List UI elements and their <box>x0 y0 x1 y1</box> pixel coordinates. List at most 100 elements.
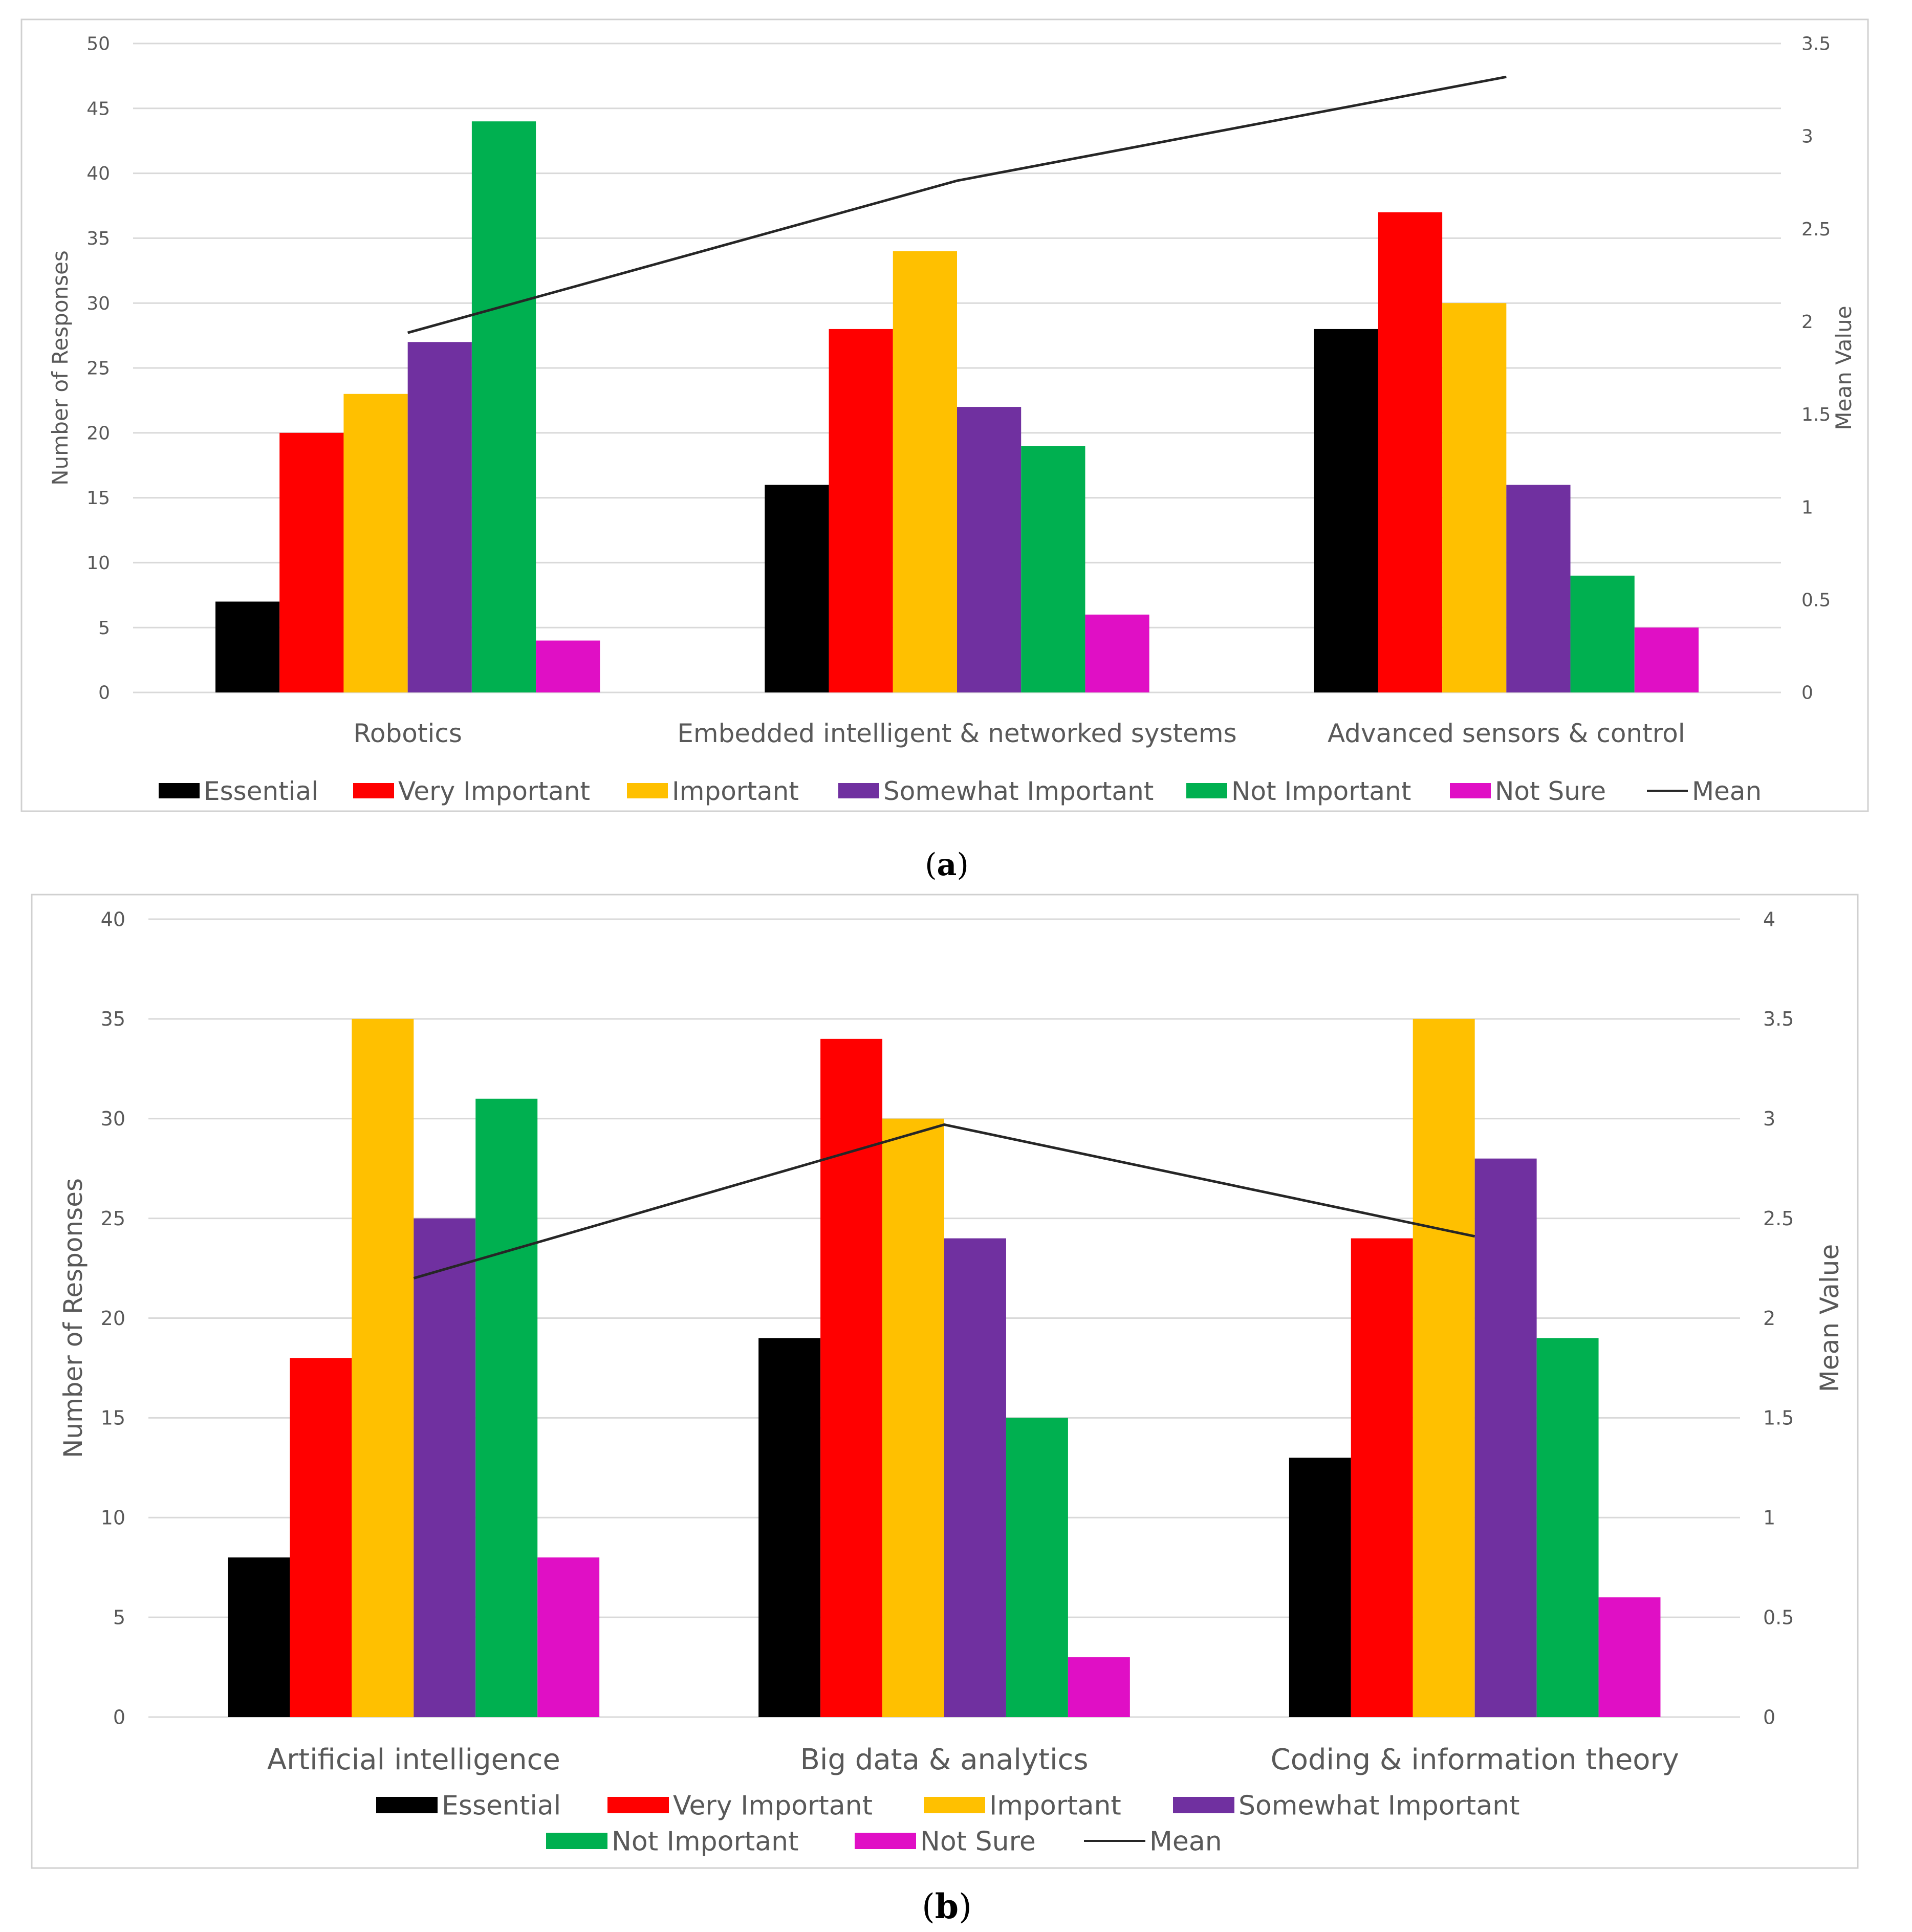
bar-important-artificial-intelligence <box>352 1018 414 1717</box>
y2-tick-label: 0 <box>1763 1706 1775 1728</box>
category-label: Robotics <box>353 719 462 748</box>
y2-tick-label: 0 <box>1801 683 1813 704</box>
y-tick-label: 30 <box>86 293 110 314</box>
y-tick-label: 10 <box>101 1507 125 1529</box>
y-tick-label: 35 <box>101 1008 125 1030</box>
bar-not-important-artificial-intelligence <box>475 1098 538 1717</box>
y2-tick-label: 1.5 <box>1763 1407 1794 1429</box>
legend-swatch-not-important <box>1186 783 1227 798</box>
panel-label-letter: b <box>935 1886 959 1926</box>
y-tick-label: 35 <box>86 228 110 249</box>
bar-very-important-coding-information-theory <box>1351 1238 1413 1717</box>
bar-somewhat-important-embedded-intelligent-networked-systems <box>957 407 1022 692</box>
y-axis-title: Number of Responses <box>48 250 73 486</box>
panel-label-open: ( <box>922 1887 935 1926</box>
chart-panel-a: 0 5 10 15 20 25 30 35 40 45 50 0 0.5 1 1.5 2 2.5 3 3.5 Numb… <box>20 18 1869 883</box>
y-tick-label: 25 <box>101 1207 125 1230</box>
y-tick-label: 50 <box>86 34 110 55</box>
legend-swatch-important <box>627 783 668 798</box>
bar-important-embedded-intelligent-networked-systems <box>893 251 957 692</box>
y-tick-label: 5 <box>98 618 110 639</box>
mean-line <box>413 1123 1475 1279</box>
bar-important-big-data-analytics <box>882 1118 944 1717</box>
bar-not-sure-coding-information-theory <box>1598 1597 1661 1717</box>
bar-not-sure-advanced-sensors-control <box>1634 627 1699 692</box>
y2-tick-label: 2.5 <box>1763 1207 1794 1230</box>
bar-not-important-embedded-intelligent-networked-systems <box>1021 446 1085 692</box>
legend-label-mean: Mean <box>1149 1827 1222 1857</box>
bar-important-advanced-sensors-control <box>1442 303 1507 692</box>
legend-label-very-important: Very Important <box>673 1791 873 1821</box>
bar-essential-robotics <box>215 601 280 692</box>
y-tick-label: 0 <box>98 683 110 704</box>
y2-tick-label: 1.5 <box>1801 404 1831 425</box>
y2-axis-title: Mean Value <box>1815 1244 1844 1392</box>
legend-label-very-important: Very Important <box>398 776 590 806</box>
category-label: Embedded intelligent & networked systems <box>677 719 1236 748</box>
bar-not-important-robotics <box>471 121 536 692</box>
y-tick-label: 10 <box>86 553 110 574</box>
bar-very-important-artificial-intelligence <box>290 1358 352 1717</box>
y-tick-label: 25 <box>86 358 110 379</box>
y2-tick-label: 2 <box>1801 312 1813 333</box>
y2-tick-label: 3 <box>1763 1108 1775 1130</box>
y2-tick-label: 4 <box>1763 908 1775 930</box>
panel-label-open: ( <box>925 847 937 883</box>
bar-very-important-robotics <box>279 432 344 692</box>
y2-tick-label: 1 <box>1763 1507 1775 1529</box>
bar-essential-big-data-analytics <box>758 1338 821 1717</box>
bar-essential-artificial-intelligence <box>228 1557 290 1717</box>
category-label: Coding & information theory <box>1271 1743 1679 1776</box>
chart-panel-b: 0 5 10 15 20 25 30 35 40 0 0.5 1 1.5 2 2.5 3 3.5 4 Number … <box>31 894 1859 1926</box>
y-tick-label: 15 <box>101 1407 125 1429</box>
legend-label-somewhat-important: Somewhat Important <box>883 776 1154 806</box>
bar-not-important-big-data-analytics <box>1006 1418 1068 1717</box>
y-tick-label: 30 <box>101 1108 125 1130</box>
bar-somewhat-important-coding-information-theory <box>1474 1158 1537 1717</box>
y-tick-label: 20 <box>86 423 110 444</box>
y-tick-label: 40 <box>101 908 125 930</box>
bar-important-coding-information-theory <box>1413 1018 1475 1717</box>
legend-label-essential: Essential <box>442 1791 561 1821</box>
bar-important-robotics <box>343 394 408 692</box>
legend-swatch-somewhat-important <box>1173 1797 1234 1813</box>
bar-not-important-coding-information-theory <box>1536 1338 1599 1717</box>
bar-very-important-advanced-sensors-control <box>1378 212 1443 692</box>
legend-label-not-important: Not Important <box>1231 776 1411 806</box>
legend-swatch-not-sure <box>1450 783 1491 798</box>
y2-tick-label: 3.5 <box>1801 34 1831 55</box>
category-label: Big data & analytics <box>800 1743 1088 1776</box>
legend-swatch-essential <box>376 1797 438 1813</box>
bar-essential-coding-information-theory <box>1289 1458 1351 1717</box>
y-tick-label: 0 <box>113 1706 125 1728</box>
y2-tick-label: 1 <box>1801 497 1813 518</box>
legend-swatch-essential <box>159 783 200 798</box>
legend-swatch-very-important <box>607 1797 669 1813</box>
bar-somewhat-important-advanced-sensors-control <box>1506 485 1571 692</box>
y-tick-label: 45 <box>86 98 110 119</box>
legend-label-important: Important <box>989 1791 1121 1821</box>
panel-label-letter: a <box>937 847 957 883</box>
y2-tick-label: 2 <box>1763 1307 1775 1330</box>
legend-label-not-sure: Not Sure <box>1495 776 1606 806</box>
y-tick-label: 20 <box>101 1307 125 1330</box>
panel-label: (a) <box>925 847 969 883</box>
panel-label-close: ) <box>957 847 968 883</box>
mean-line <box>407 75 1507 334</box>
legend-label-not-sure: Not Sure <box>920 1827 1036 1857</box>
y2-tick-label: 0.5 <box>1763 1606 1794 1629</box>
category-label: Artificial intelligence <box>267 1743 560 1776</box>
legend-label-essential: Essential <box>204 776 318 806</box>
legend-label-somewhat-important: Somewhat Important <box>1239 1791 1520 1821</box>
y2-axis-title: Mean Value <box>1831 306 1856 430</box>
legend-swatch-not-sure <box>855 1833 916 1849</box>
y-tick-label: 40 <box>86 163 110 184</box>
bar-essential-advanced-sensors-control <box>1314 329 1378 692</box>
bar-not-important-advanced-sensors-control <box>1570 575 1635 692</box>
bar-somewhat-important-artificial-intelligence <box>414 1218 476 1717</box>
y-tick-label: 15 <box>86 488 110 509</box>
y2-tick-label: 3 <box>1801 126 1813 147</box>
legend-swatch-somewhat-important <box>838 783 879 798</box>
bar-essential-embedded-intelligent-networked-systems <box>765 485 829 692</box>
